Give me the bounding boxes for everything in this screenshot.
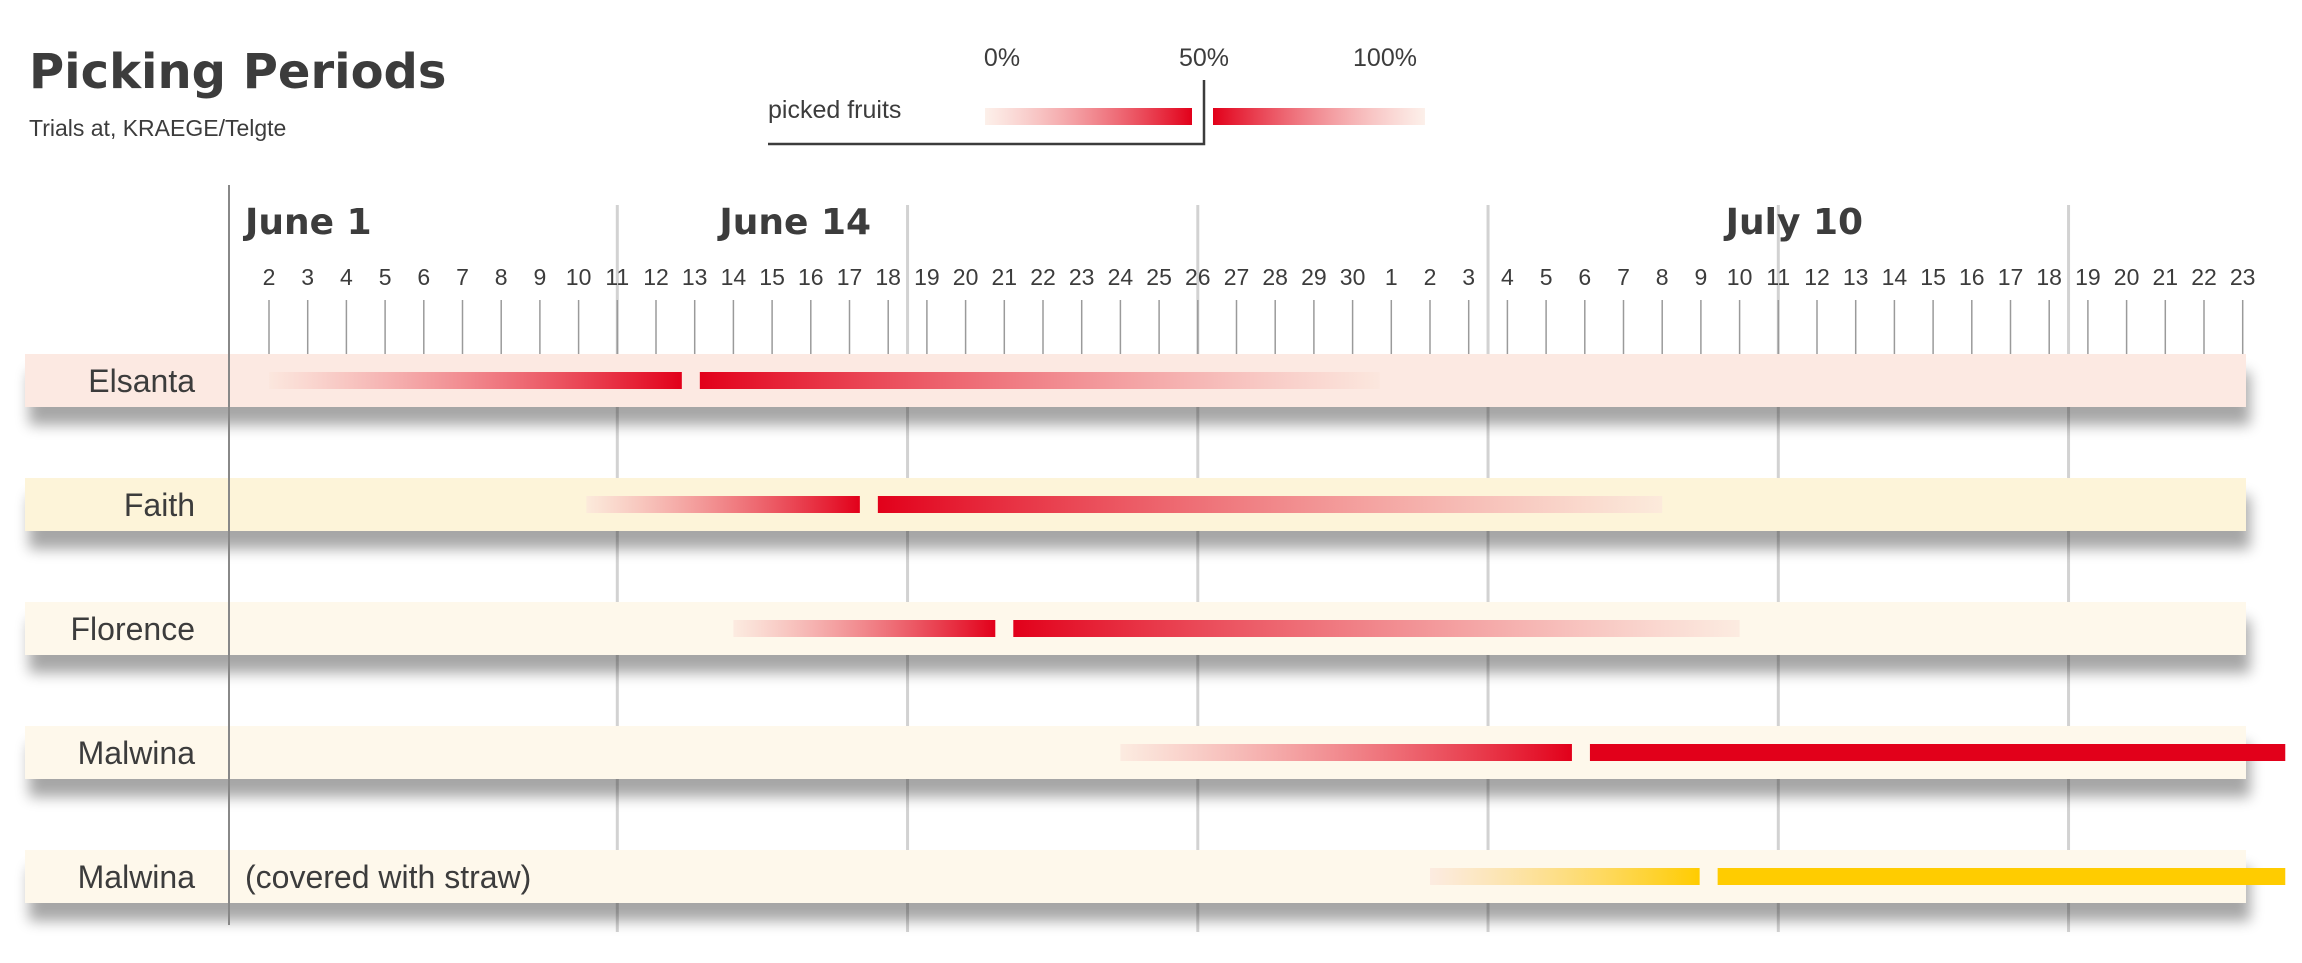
day-tick-label: 9 bbox=[534, 264, 547, 290]
day-tick-label: 28 bbox=[1262, 264, 1288, 290]
day-tick-label: 3 bbox=[301, 264, 314, 290]
bar-falling-segment bbox=[1013, 620, 1740, 637]
legend-bar-falling bbox=[1213, 108, 1425, 125]
chart-subtitle: Trials at, KRAEGE/Telgte bbox=[29, 115, 286, 141]
day-tick-label: 29 bbox=[1301, 264, 1327, 290]
row-label: Malwina bbox=[78, 859, 196, 895]
day-tick-label: 26 bbox=[1185, 264, 1211, 290]
day-tick-label: 2 bbox=[1424, 264, 1437, 290]
chart-title: Picking Periods bbox=[29, 44, 446, 100]
day-tick-label: 7 bbox=[456, 264, 469, 290]
month-label: June 14 bbox=[716, 202, 871, 243]
row-label: Florence bbox=[71, 611, 196, 647]
bar-falling-segment bbox=[699, 372, 1380, 389]
day-tick-label: 4 bbox=[340, 264, 353, 290]
day-tick-label: 19 bbox=[914, 264, 940, 290]
day-tick-label: 5 bbox=[1540, 264, 1553, 290]
day-tick-label: 7 bbox=[1617, 264, 1630, 290]
bar-rising-segment bbox=[269, 372, 682, 389]
day-tick-label: 5 bbox=[379, 264, 392, 290]
legend-bracket bbox=[768, 80, 1206, 146]
day-tick-label: 23 bbox=[1069, 264, 1095, 290]
day-tick-label: 2 bbox=[263, 264, 276, 290]
day-tick-label: 12 bbox=[1804, 264, 1830, 290]
day-tick-label: 27 bbox=[1224, 264, 1250, 290]
day-tick-label: 12 bbox=[643, 264, 669, 290]
row-malwina: Malwina (covered with straw) bbox=[25, 850, 2286, 903]
bar-falling-segment bbox=[1717, 868, 2286, 885]
legend-bar-rising bbox=[985, 108, 1192, 125]
row-elsanta: Elsanta bbox=[25, 354, 2246, 407]
bar-rising-segment bbox=[586, 496, 860, 513]
legend-label: picked fruits bbox=[768, 96, 901, 124]
day-tick-label: 11 bbox=[605, 264, 629, 290]
day-tick-label: 30 bbox=[1340, 264, 1366, 290]
day-tick-label: 3 bbox=[1462, 264, 1475, 290]
day-tick-label: 13 bbox=[682, 264, 708, 290]
day-tick-label: 20 bbox=[953, 264, 979, 290]
day-tick-label: 8 bbox=[495, 264, 508, 290]
bar-falling-segment bbox=[877, 496, 1663, 513]
row-faith: Faith bbox=[25, 478, 2246, 531]
day-tick-label: 14 bbox=[1882, 264, 1908, 290]
day-tick-label: 17 bbox=[837, 264, 863, 290]
month-label: June 1 bbox=[242, 202, 372, 243]
bar-rising-segment bbox=[733, 620, 996, 637]
day-tick-label: 16 bbox=[1959, 264, 1985, 290]
day-tick-label: 18 bbox=[2036, 264, 2062, 290]
day-tick-label: 21 bbox=[992, 264, 1018, 290]
row-label: Faith bbox=[124, 487, 195, 523]
row-label: Elsanta bbox=[88, 363, 195, 399]
day-tick-label: 19 bbox=[2075, 264, 2101, 290]
day-tick-label: 22 bbox=[1030, 264, 1056, 290]
day-tick-label: 20 bbox=[2114, 264, 2140, 290]
day-tick-label: 15 bbox=[1920, 264, 1946, 290]
day-tick-label: 16 bbox=[798, 264, 824, 290]
legend-scale-50: 50% bbox=[1179, 44, 1229, 72]
bar-rising-segment bbox=[1120, 744, 1572, 761]
row-florence: Florence bbox=[25, 602, 2246, 655]
day-tick-label: 8 bbox=[1656, 264, 1669, 290]
day-tick-label: 23 bbox=[2230, 264, 2256, 290]
day-tick-label: 6 bbox=[417, 264, 430, 290]
day-tick-label: 14 bbox=[721, 264, 747, 290]
day-tick-label: 24 bbox=[1108, 264, 1134, 290]
legend-scale-100: 100% bbox=[1353, 44, 1417, 72]
row-note: (covered with straw) bbox=[245, 859, 531, 895]
row-malwina: Malwina bbox=[25, 726, 2286, 779]
row-label: Malwina bbox=[78, 735, 196, 771]
day-tick-label: 11 bbox=[1766, 264, 1790, 290]
day-tick-label: 4 bbox=[1501, 264, 1514, 290]
day-tick-label: 21 bbox=[2153, 264, 2179, 290]
day-tick-label: 1 bbox=[1385, 264, 1398, 290]
day-tick-label: 18 bbox=[875, 264, 901, 290]
legend-scale-0: 0% bbox=[984, 44, 1020, 72]
day-tick-label: 9 bbox=[1695, 264, 1708, 290]
day-tick-label: 17 bbox=[1998, 264, 2024, 290]
day-tick-label: 25 bbox=[1146, 264, 1172, 290]
day-tick-label: 13 bbox=[1843, 264, 1869, 290]
day-tick-label: 6 bbox=[1578, 264, 1591, 290]
bar-falling-segment bbox=[1589, 744, 2286, 761]
day-tick-label: 10 bbox=[566, 264, 592, 290]
day-tick-label: 22 bbox=[2191, 264, 2217, 290]
day-tick-label: 10 bbox=[1727, 264, 1753, 290]
month-label: July 10 bbox=[1723, 202, 1863, 243]
bar-rising-segment bbox=[1430, 868, 1700, 885]
legend: picked fruits 0% 50% 100% bbox=[768, 44, 1425, 146]
day-tick-label: 15 bbox=[759, 264, 785, 290]
